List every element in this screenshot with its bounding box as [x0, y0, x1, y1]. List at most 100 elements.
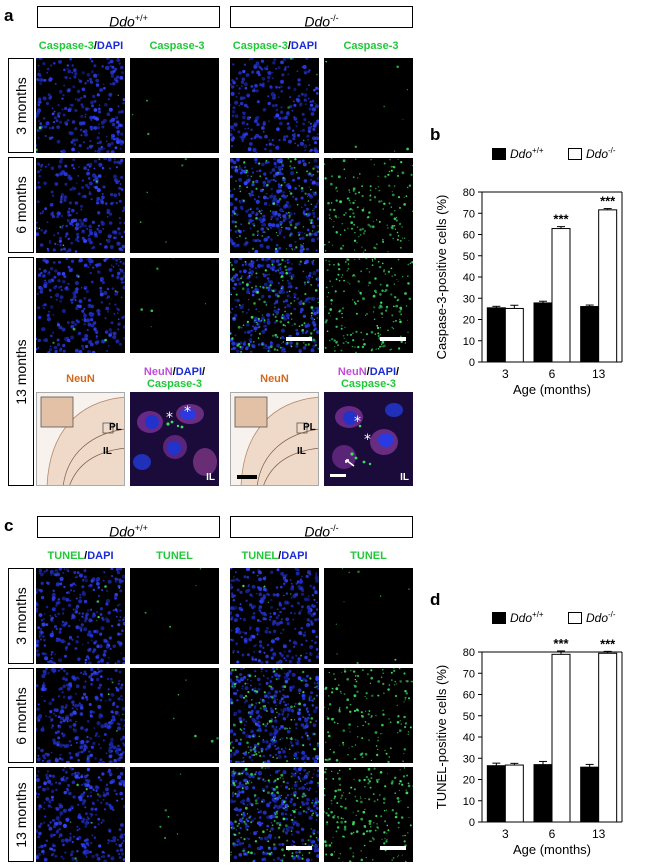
col-header-single: Caspase-3 — [343, 40, 399, 52]
neun-header: NeuN — [66, 373, 95, 385]
legend-text-wt: Ddo+/+ — [510, 610, 544, 625]
fluorescence-texture — [230, 158, 319, 253]
micrograph-tile — [230, 158, 319, 253]
fluorescence-texture — [140, 258, 207, 328]
fluorescence-texture — [230, 767, 319, 862]
col-header-single: TUNEL — [350, 550, 387, 562]
micrograph-tile — [36, 668, 125, 763]
micrograph-tile — [230, 258, 319, 353]
y-tick-label: 10 — [463, 796, 475, 808]
fluorescence-texture — [131, 99, 150, 136]
header-sep: / — [202, 366, 206, 378]
genotype-sup: +/+ — [134, 13, 148, 23]
legend-text-wt: Ddo+/+ — [510, 146, 544, 161]
row-label-6-months-a: 6 months — [8, 157, 34, 253]
bar — [551, 653, 571, 823]
y-tick-label: 40 — [463, 272, 475, 284]
header-magenta-text: NeuN — [143, 366, 173, 378]
y-tick-label: 30 — [463, 293, 475, 305]
micrograph-tile — [324, 767, 413, 862]
y-tick-label: 0 — [469, 357, 475, 369]
micrograph-tile — [130, 767, 219, 862]
genotype-sup: -/- — [330, 523, 339, 533]
x-axis-label: Age (months) — [513, 842, 591, 857]
header-blue-text: DAPI — [87, 550, 114, 562]
panel-label-d: d — [430, 590, 441, 609]
y-tick-label: 60 — [463, 230, 475, 242]
x-tick-label: 3 — [502, 367, 509, 381]
bar — [598, 209, 618, 363]
y-tick-label: 40 — [463, 732, 475, 744]
fluorescence-texture — [172, 679, 219, 743]
row-label-6-months-c: 6 months — [8, 668, 34, 763]
row-label-text: 6 months — [13, 176, 29, 234]
fluorescence-texture — [335, 568, 410, 664]
legend-swatch-wt — [492, 148, 506, 160]
legend-sup: -/- — [608, 610, 616, 619]
header-sep: / — [366, 366, 370, 378]
legend-name: Ddo — [586, 611, 609, 625]
x-axis-label: Age (months) — [513, 382, 591, 397]
y-axis-label: TUNEL-positive cells (%) — [434, 665, 449, 809]
legend-text-ko: Ddo-/- — [586, 610, 616, 625]
legend-sup: -/- — [608, 146, 616, 155]
col-header-single: Caspase-3 — [149, 40, 205, 52]
significance-annotation: *** — [600, 194, 616, 209]
micrograph-tile — [130, 258, 219, 353]
bar — [533, 302, 553, 363]
y-axis-label: Caspase-3-positive cells (%) — [434, 195, 449, 360]
legend-swatch-ko — [568, 612, 582, 624]
col-header-merge: Caspase-3/DAPI — [34, 40, 128, 52]
micrograph-tile — [230, 767, 319, 862]
scale-bar — [380, 846, 406, 850]
col-header-single: TUNEL — [156, 550, 193, 562]
micrograph-tile — [130, 58, 219, 153]
row-label-13-months-c: 13 months — [8, 767, 34, 862]
fluorescence-texture — [325, 60, 409, 152]
fluorescence-texture — [36, 158, 125, 253]
legend-name: Ddo — [510, 147, 533, 161]
bar — [504, 764, 524, 823]
y-tick-label: 10 — [463, 336, 475, 348]
y-tick-label: 80 — [463, 647, 475, 659]
row-label-3-months-a: 3 months — [8, 58, 34, 153]
micrograph-tile — [36, 258, 125, 353]
neun-histology-image: PL IL — [230, 392, 319, 486]
fluorescence-texture — [324, 668, 413, 763]
svg-text:*: * — [166, 410, 173, 426]
pl-label: PL — [303, 422, 316, 433]
micrograph-tile — [230, 568, 319, 664]
header-green-text: Caspase-3 — [38, 40, 94, 52]
merge-header: NeuN/DAPI/Caspase-3 — [324, 366, 413, 390]
fluorescence-texture — [36, 258, 125, 353]
il-label: IL — [297, 446, 306, 457]
panel-label-c: c — [4, 516, 14, 535]
panel-label-a: a — [4, 6, 14, 25]
col-header-merge: Caspase-3/DAPI — [228, 40, 322, 52]
header-blue-text: DAPI — [290, 40, 318, 52]
y-tick-label: 70 — [463, 208, 475, 220]
micrograph-tile — [130, 568, 219, 664]
micrograph-tile — [36, 568, 125, 664]
row-label-text: 13 months — [13, 781, 29, 848]
scale-bar — [286, 337, 312, 341]
legend-name: Ddo — [510, 611, 533, 625]
x-tick-label: 3 — [502, 827, 509, 841]
micrograph-tile — [36, 58, 125, 153]
micrograph-tile — [324, 158, 413, 253]
header-green-text: Caspase-3 — [340, 378, 397, 390]
pl-label: PL — [109, 422, 122, 433]
genotype-name: Ddo — [304, 523, 331, 540]
micrograph-tile — [324, 568, 413, 664]
micrograph-tile — [324, 258, 413, 353]
row-label-text: 6 months — [13, 686, 29, 745]
header-green-text: TUNEL — [47, 550, 85, 562]
scale-bar — [286, 846, 312, 850]
genotype-box-wt-c: Ddo+/+ — [37, 516, 220, 540]
fluorescence-texture — [324, 258, 413, 353]
legend-text-ko: Ddo-/- — [586, 146, 616, 161]
bar-chart-tunel: 0 10 20 30 40 50 60 70 80 3 6 13 *** *** Age (months) T… — [434, 636, 623, 857]
brain-section-drawing — [234, 396, 318, 485]
row-label-text: 13 months — [13, 338, 29, 405]
merge-header: NeuN/DAPI/Caspase-3 — [130, 366, 219, 390]
